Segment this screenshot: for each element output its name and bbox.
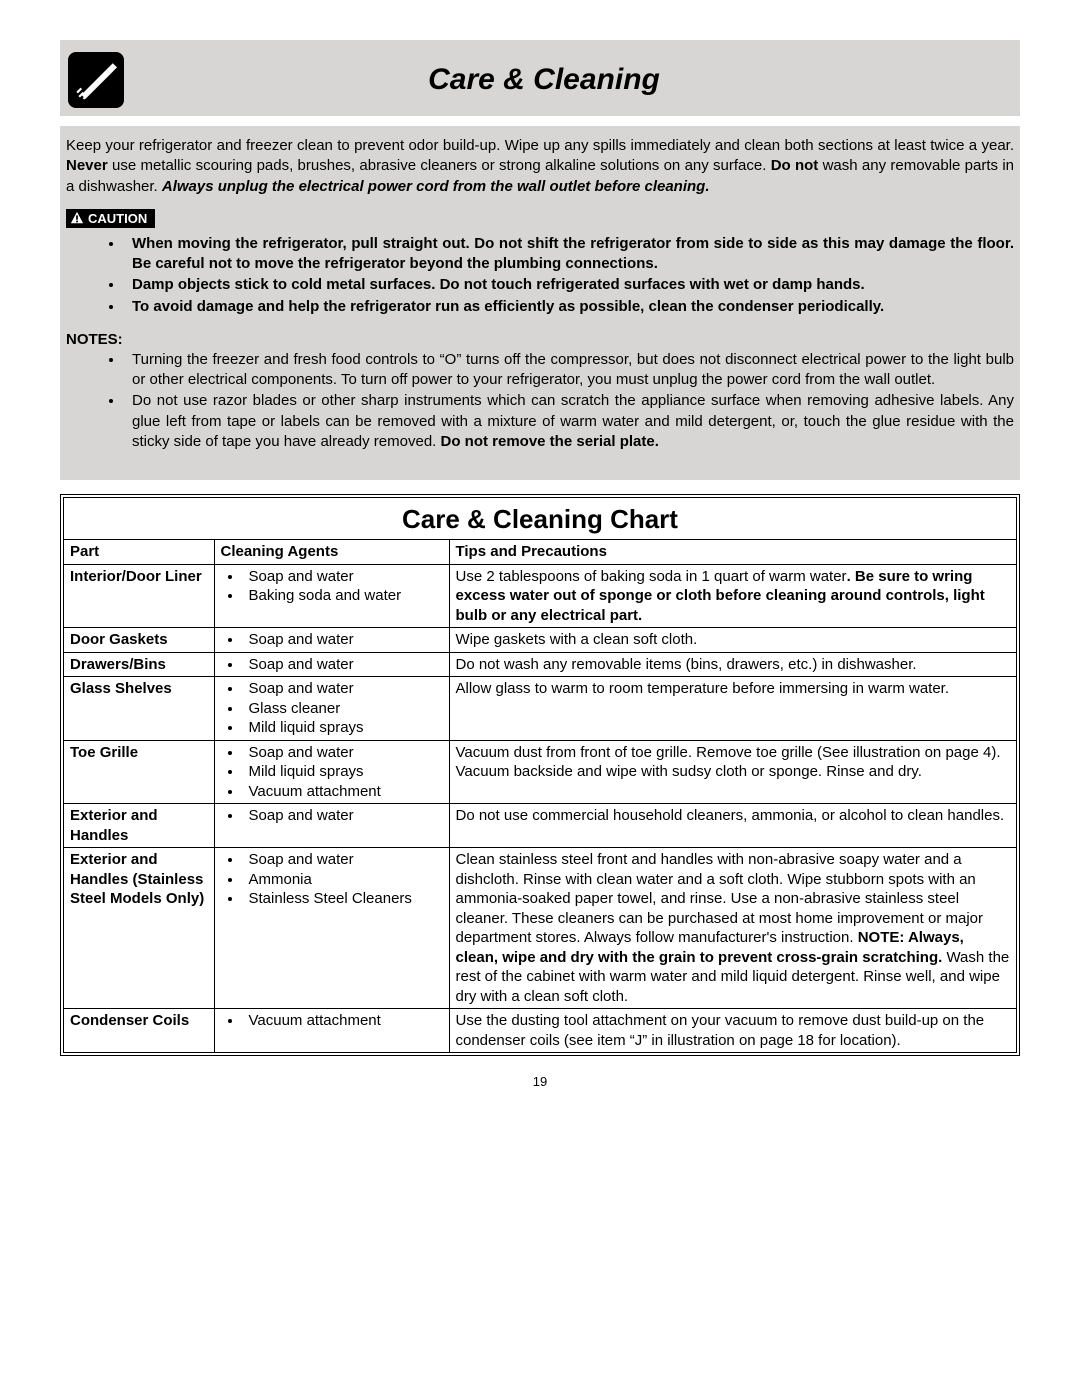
cell-tips: Wipe gaskets with a clean soft cloth. xyxy=(449,628,1016,653)
cell-part: Condenser Coils xyxy=(64,1009,214,1053)
cell-part: Toe Grille xyxy=(64,740,214,804)
warning-icon xyxy=(70,211,84,225)
intro-donot: Do not xyxy=(771,157,819,174)
agent-item: Soap and water xyxy=(243,743,443,763)
notes-list: Turning the freezer and fresh food contr… xyxy=(66,350,1014,452)
cell-tips: Use 2 tablespoons of baking soda in 1 qu… xyxy=(449,564,1016,628)
cell-tips: Do not use commercial household cleaners… xyxy=(449,804,1016,848)
cell-tips: Vacuum dust from front of toe grille. Re… xyxy=(449,740,1016,804)
agent-item: Vacuum attachment xyxy=(243,782,443,802)
cell-agents: Soap and waterBaking soda and water xyxy=(214,564,449,628)
page-number: 19 xyxy=(60,1074,1020,1089)
notes-item: Do not use razor blades or other sharp i… xyxy=(124,391,1014,452)
agent-item: Soap and water xyxy=(243,806,443,826)
cell-part: Exterior and Handles (Stainless Steel Mo… xyxy=(64,848,214,1009)
intro-mid1: use metallic scouring pads, brushes, abr… xyxy=(108,157,771,174)
cell-agents: Vacuum attachment xyxy=(214,1009,449,1053)
agent-item: Soap and water xyxy=(243,655,443,675)
intro-pre: Keep your refrigerator and freezer clean… xyxy=(66,137,1014,154)
cell-agents: Soap and water xyxy=(214,628,449,653)
th-agents: Cleaning Agents xyxy=(214,540,449,565)
agent-item: Soap and water xyxy=(243,850,443,870)
cell-part: Exterior and Handles xyxy=(64,804,214,848)
agent-item: Baking soda and water xyxy=(243,586,443,606)
agent-item: Soap and water xyxy=(243,630,443,650)
intro-italic: Always unplug the electrical power cord … xyxy=(162,178,710,195)
cell-part: Door Gaskets xyxy=(64,628,214,653)
caution-item: To avoid damage and help the refrigerato… xyxy=(124,297,1014,317)
table-row: Exterior and Handles Soap and water Do not… xyxy=(64,804,1016,848)
table-row: Exterior and Handles (Stainless Steel Mo… xyxy=(64,848,1016,1009)
chart-title: Care & Cleaning Chart xyxy=(64,498,1016,539)
caution-item: Damp objects stick to cold metal surface… xyxy=(124,275,1014,295)
agent-item: Stainless Steel Cleaners xyxy=(243,889,443,909)
cell-tips: Allow glass to warm to room temperature … xyxy=(449,677,1016,741)
intro-section: Keep your refrigerator and freezer clean… xyxy=(60,126,1020,480)
cell-part: Drawers/Bins xyxy=(64,652,214,677)
cell-tips: Do not wash any removable items (bins, d… xyxy=(449,652,1016,677)
cell-agents: Soap and waterMild liquid spraysVacuum a… xyxy=(214,740,449,804)
caution-text: CAUTION xyxy=(88,211,147,226)
cell-tips: Clean stainless steel front and handles … xyxy=(449,848,1016,1009)
agent-item: Mild liquid sprays xyxy=(243,762,443,782)
table-row: Interior/Door LinerSoap and waterBaking … xyxy=(64,564,1016,628)
th-tips: Tips and Precautions xyxy=(449,540,1016,565)
cleaning-table: Part Cleaning Agents Tips and Precaution… xyxy=(64,539,1016,1052)
agent-item: Ammonia xyxy=(243,870,443,890)
cell-agents: Soap and waterGlass cleanerMild liquid s… xyxy=(214,677,449,741)
caution-item: When moving the refrigerator, pull strai… xyxy=(124,234,1014,275)
cell-tips: Use the dusting tool attachment on your … xyxy=(449,1009,1016,1053)
page-header: Care & Cleaning xyxy=(60,40,1020,116)
page-title: Care & Cleaning xyxy=(124,63,1020,97)
agent-item: Soap and water xyxy=(243,567,443,587)
cleaning-chart: Care & Cleaning Chart Part Cleaning Agen… xyxy=(60,494,1020,1056)
table-row: Drawers/Bins Soap and water Do not wash an… xyxy=(64,652,1016,677)
agent-item: Mild liquid sprays xyxy=(243,718,443,738)
cell-agents: Soap and waterAmmoniaStainless Steel Cle… xyxy=(214,848,449,1009)
intro-never: Never xyxy=(66,157,108,174)
agent-item: Vacuum attachment xyxy=(243,1011,443,1031)
cell-agents: Soap and water xyxy=(214,804,449,848)
intro-paragraph: Keep your refrigerator and freezer clean… xyxy=(66,136,1014,197)
cell-agents: Soap and water xyxy=(214,652,449,677)
agent-item: Soap and water xyxy=(243,679,443,699)
cell-part: Interior/Door Liner xyxy=(64,564,214,628)
caution-label: CAUTION xyxy=(66,209,155,228)
caution-list: When moving the refrigerator, pull strai… xyxy=(66,234,1014,317)
notes-heading: NOTES: xyxy=(66,331,1014,348)
table-row: Toe GrilleSoap and waterMild liquid spra… xyxy=(64,740,1016,804)
th-part: Part xyxy=(64,540,214,565)
table-row: Condenser Coils Vacuum attachment Use the … xyxy=(64,1009,1016,1053)
notes-item: Turning the freezer and fresh food contr… xyxy=(124,350,1014,391)
table-row: Glass ShelvesSoap and waterGlass cleaner… xyxy=(64,677,1016,741)
cell-part: Glass Shelves xyxy=(64,677,214,741)
table-row: Door Gaskets Soap and water Wipe gaskets w… xyxy=(64,628,1016,653)
agent-item: Glass cleaner xyxy=(243,699,443,719)
cleaning-icon xyxy=(68,52,124,108)
